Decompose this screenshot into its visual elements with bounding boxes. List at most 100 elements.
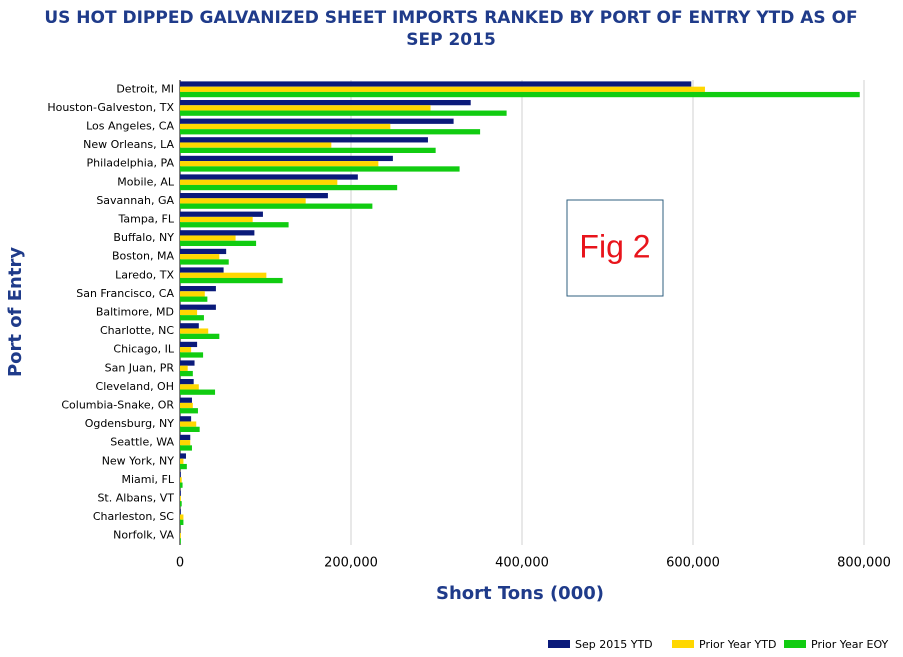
y-tick-label: Baltimore, MD xyxy=(96,306,174,319)
y-tick-label: Houston-Galveston, TX xyxy=(47,101,174,114)
bar xyxy=(180,184,398,191)
bar xyxy=(180,309,198,316)
legend-swatch xyxy=(548,640,570,648)
bar xyxy=(180,458,184,464)
bar xyxy=(180,365,188,371)
bar xyxy=(180,538,181,544)
bar xyxy=(180,105,431,111)
bar xyxy=(180,397,192,403)
bar xyxy=(180,118,454,124)
bar xyxy=(180,482,183,488)
bar xyxy=(180,421,197,427)
bar xyxy=(180,347,192,353)
bar xyxy=(180,198,306,204)
bar xyxy=(180,277,283,284)
bar xyxy=(180,509,181,515)
bar xyxy=(180,323,199,329)
bar xyxy=(180,91,860,98)
legend-swatch xyxy=(672,640,694,648)
bar xyxy=(180,463,187,470)
bar xyxy=(180,166,460,172)
bar xyxy=(180,203,373,209)
bar xyxy=(180,129,481,135)
bar xyxy=(180,147,436,154)
y-tick-label: Philadelphia, PA xyxy=(87,157,175,170)
bar xyxy=(180,328,209,334)
bar xyxy=(180,519,184,526)
x-axis-label: Short Tons (000) xyxy=(436,583,604,604)
bar xyxy=(180,192,328,199)
bar xyxy=(180,389,216,395)
y-tick-label: New Orleans, LA xyxy=(83,138,174,151)
bar xyxy=(180,216,253,223)
bar xyxy=(180,291,205,297)
y-tick-label: Cleveland, OH xyxy=(96,380,174,393)
bar xyxy=(180,272,267,278)
bar xyxy=(180,471,181,478)
bar xyxy=(180,434,191,441)
bar xyxy=(180,99,471,106)
bar xyxy=(180,360,195,366)
bar xyxy=(180,248,227,255)
bar xyxy=(180,315,204,321)
y-tick-label: Chicago, IL xyxy=(113,343,174,356)
bar xyxy=(180,304,216,310)
bar xyxy=(180,86,705,92)
y-tick-label: Detroit, MI xyxy=(116,82,174,95)
y-tick-label: Mobile, AL xyxy=(117,175,175,188)
bar xyxy=(180,155,393,162)
bar xyxy=(180,378,194,385)
chart-title-line-1: US HOT DIPPED GALVANIZED SHEET IMPORTS R… xyxy=(44,8,857,28)
bar xyxy=(180,440,191,446)
chart-title-line-2: SEP 2015 xyxy=(406,30,496,50)
bar xyxy=(180,230,255,236)
x-tick-label: 200,000 xyxy=(324,556,378,571)
bar xyxy=(180,211,263,217)
x-tick-label: 800,000 xyxy=(837,556,891,571)
y-tick-label: Laredo, TX xyxy=(115,268,174,281)
bar xyxy=(180,240,257,247)
bar xyxy=(180,514,184,520)
y-tick-label: Columbia-Snake, OR xyxy=(61,399,174,412)
bar xyxy=(180,370,193,377)
y-tick-label: New York, NY xyxy=(102,454,175,467)
bar xyxy=(180,533,181,539)
legend-swatch xyxy=(784,640,806,648)
annotation-box xyxy=(566,199,664,297)
y-tick-label: Charleston, SC xyxy=(93,510,174,523)
bar xyxy=(180,477,182,483)
y-tick-label: Seattle, WA xyxy=(110,436,174,449)
bar xyxy=(180,352,204,358)
y-tick-label: Boston, MA xyxy=(112,250,175,263)
bar xyxy=(180,285,216,292)
bar xyxy=(180,259,229,265)
x-tick-label: 600,000 xyxy=(666,556,720,571)
y-tick-label: San Francisco, CA xyxy=(76,287,174,300)
annotation: Fig 2 xyxy=(579,228,650,264)
bar xyxy=(180,416,192,422)
y-tick-label: Norfolk, VA xyxy=(113,529,174,542)
legend-label: Prior Year YTD xyxy=(699,638,776,651)
y-tick-label: Tampa, FL xyxy=(117,213,174,226)
bar xyxy=(180,453,186,459)
legend-label: Sep 2015 YTD xyxy=(575,638,653,651)
bar xyxy=(180,142,332,148)
bar xyxy=(180,174,358,180)
y-tick-label: St. Albans, VT xyxy=(97,492,174,505)
y-tick-label: Miami, FL xyxy=(121,473,174,486)
bar xyxy=(180,490,181,496)
y-tick-label: Savannah, GA xyxy=(96,194,174,207)
bar xyxy=(180,333,220,340)
x-tick-label: 400,000 xyxy=(495,556,549,571)
bar xyxy=(180,222,289,228)
bar xyxy=(180,495,181,502)
y-axis-label: Port of Entry xyxy=(5,247,26,377)
legend-label: Prior Year EOY xyxy=(811,638,889,651)
y-tick-label: Charlotte, NC xyxy=(100,324,174,337)
y-tick-label: San Juan, PR xyxy=(105,361,175,374)
bar xyxy=(180,81,692,87)
bar xyxy=(180,445,192,451)
bar xyxy=(180,254,220,260)
bar xyxy=(180,426,200,433)
